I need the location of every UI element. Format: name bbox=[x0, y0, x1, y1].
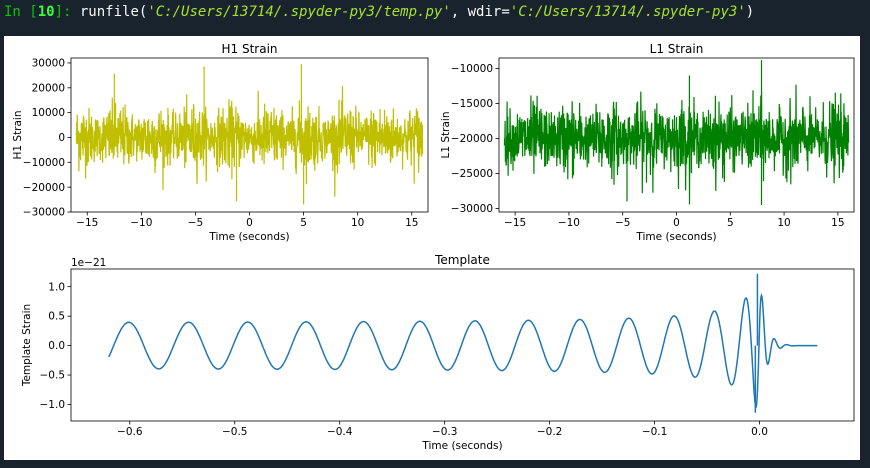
chart3-ytick-label: −0.5 bbox=[40, 370, 66, 382]
chart3-peak-marks bbox=[754, 273, 759, 413]
command-close: ) bbox=[745, 4, 755, 20]
chart3-series-line bbox=[108, 293, 818, 408]
chart3-xtick-label: −0.2 bbox=[537, 426, 563, 438]
chart1-ytick-label: −30000 bbox=[23, 207, 65, 219]
chart3-xtick-label: −0.1 bbox=[642, 426, 668, 438]
chart3-ytick-label: 0.5 bbox=[48, 311, 65, 323]
chart1-ytick-label: 20000 bbox=[32, 82, 65, 94]
chart1-title: H1 Strain bbox=[221, 42, 277, 56]
chart3-xlabel: Time (seconds) bbox=[421, 440, 502, 452]
chart1-xtick-label: −10 bbox=[130, 217, 152, 229]
chart2-ytick-label: −25000 bbox=[451, 168, 493, 180]
prompt-number: 10 bbox=[37, 4, 55, 20]
command-arg-wdir: 'C:/Users/13714/.spyder-py3' bbox=[509, 4, 746, 20]
chart1-ytick-label: −10000 bbox=[23, 157, 65, 169]
chart1-xlabel: Time (seconds) bbox=[208, 231, 289, 243]
chart1-ytick-label: 0 bbox=[58, 132, 65, 144]
chart1-ytick-label: 10000 bbox=[32, 107, 65, 119]
chart2-xlabel: Time (seconds) bbox=[635, 231, 716, 243]
chart2-ytick-label: −20000 bbox=[451, 133, 493, 145]
chart2-xtick-label: −10 bbox=[558, 217, 580, 229]
figure-svg: −15 −10 −5 0 5 10 15 −30000 −20000 −10000 0 10000 20… bbox=[12, 42, 855, 452]
chart3-xtick-label: −0.5 bbox=[222, 426, 248, 438]
chart2-xtick-label: −5 bbox=[615, 217, 630, 229]
chart3-xtick-label: −0.4 bbox=[327, 426, 353, 438]
chart2-ytick-label: −15000 bbox=[451, 98, 493, 110]
chart3-ylabel: Template Strain bbox=[21, 304, 33, 387]
chart3-ytick-label: 0.0 bbox=[48, 340, 65, 352]
chart1-xtick-label: −15 bbox=[76, 217, 98, 229]
chart3-xtick-label: 0.0 bbox=[751, 426, 768, 438]
chart2-series-line bbox=[503, 60, 850, 205]
chart1-xtick-label: 10 bbox=[351, 217, 364, 229]
chart2-xtick-label: 5 bbox=[727, 217, 734, 229]
figure-canvas: −15 −10 −5 0 5 10 15 −30000 −20000 −10000 0 10000 20… bbox=[4, 36, 860, 460]
chart3-ytick-label: −1.0 bbox=[40, 399, 66, 411]
chart2-ylabel: L1 Strain bbox=[440, 112, 452, 159]
prompt-close: ]: bbox=[54, 4, 80, 20]
chart2-xtick-label: 0 bbox=[673, 217, 680, 229]
chart1-ytick-label: 30000 bbox=[32, 58, 65, 70]
chart1-xtick-label: −5 bbox=[188, 217, 203, 229]
console-input-line: In [10]: runfile('C:/Users/13714/.spyder… bbox=[4, 4, 754, 20]
chart2-xtick-label: 15 bbox=[831, 217, 844, 229]
chart1-xtick-label: 5 bbox=[300, 217, 307, 229]
chart1-ylabel: H1 Strain bbox=[12, 110, 24, 159]
command-arg-file: 'C:/Users/13714/.spyder-py3/temp.py' bbox=[147, 4, 451, 20]
chart1-xtick-label: 15 bbox=[405, 217, 418, 229]
chart3-title: Template bbox=[434, 253, 490, 267]
chart2-xtick-label: 10 bbox=[777, 217, 790, 229]
command-sep: , wdir= bbox=[450, 4, 510, 20]
command-func: runfile( bbox=[79, 4, 148, 20]
chart3-ytick-label: 1.0 bbox=[48, 281, 65, 293]
chart2-ytick-label: −30000 bbox=[451, 203, 493, 215]
chart1-ytick-label: −20000 bbox=[23, 182, 65, 194]
chart3-xtick-label: −0.3 bbox=[432, 426, 458, 438]
chart3-axes-frame bbox=[70, 268, 855, 422]
chart2-title: L1 Strain bbox=[650, 42, 704, 56]
prompt-in: In [ bbox=[4, 4, 38, 20]
chart2-ytick-label: −10000 bbox=[451, 63, 493, 75]
chart3-offset-text: 1e−21 bbox=[71, 257, 106, 269]
chart2-xtick-label: −15 bbox=[504, 217, 526, 229]
chart3-xtick-label: −0.6 bbox=[117, 426, 143, 438]
chart1-series-line bbox=[75, 64, 424, 205]
chart1-xtick-label: 0 bbox=[246, 217, 253, 229]
